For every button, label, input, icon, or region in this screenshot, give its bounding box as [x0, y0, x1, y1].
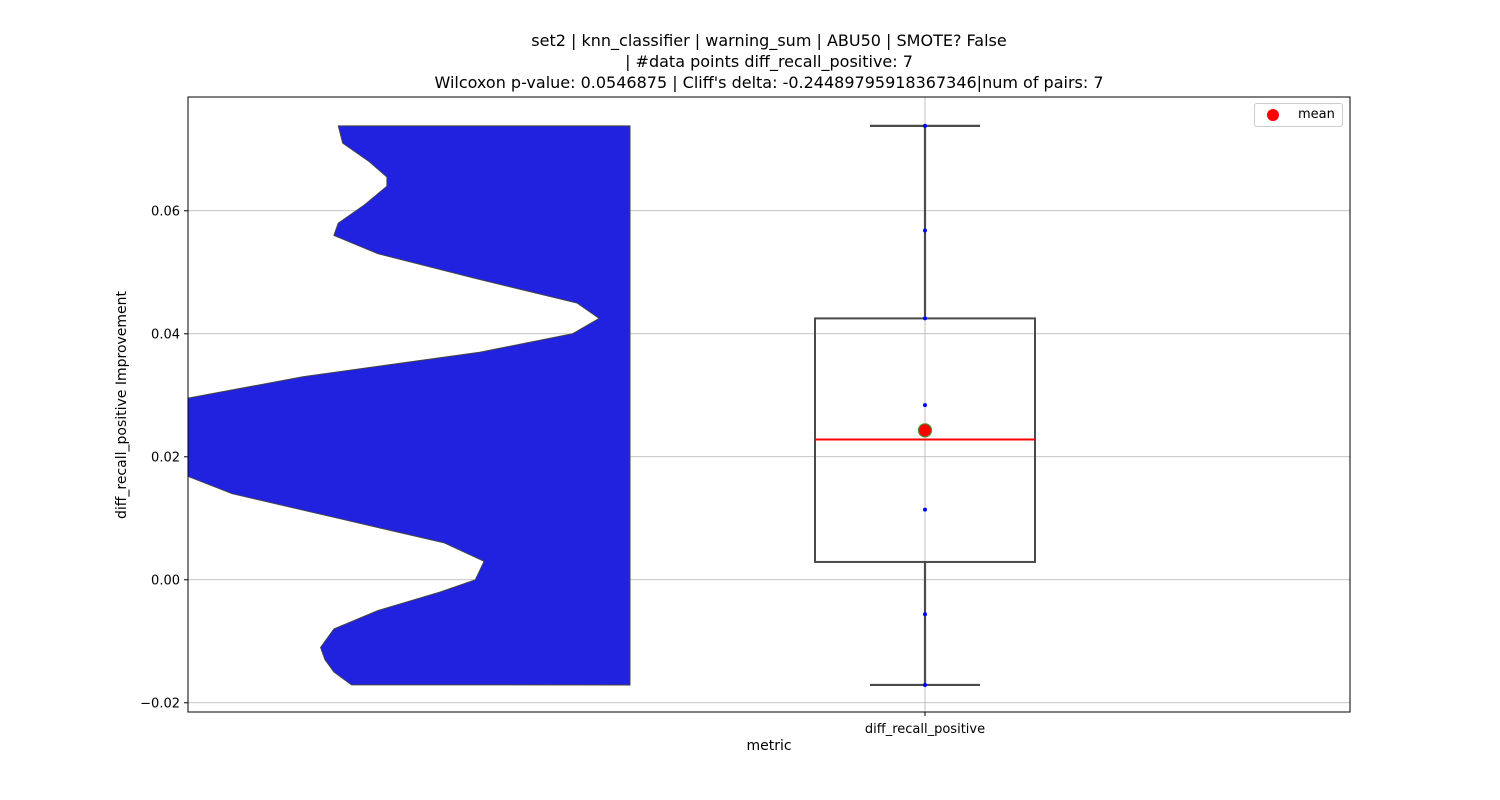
y-tick-label: 0.04 — [151, 327, 180, 342]
legend-mean-label: mean — [1298, 107, 1335, 122]
data-point — [923, 316, 927, 321]
y-tick-label: −0.02 — [140, 696, 180, 711]
y-tick-label: 0.02 — [151, 450, 180, 465]
data-point — [923, 228, 927, 233]
data-point — [923, 612, 927, 617]
y-tick-label: 0.00 — [151, 573, 180, 588]
data-point — [923, 403, 927, 408]
legend-mean-marker — [1267, 109, 1279, 121]
y-axis-label: diff_recall_positive Improvement — [114, 290, 130, 520]
chart-title-line-3: Wilcoxon p-value: 0.0546875 | Cliff's de… — [434, 73, 1104, 92]
data-point — [923, 123, 927, 128]
legend: mean — [1254, 103, 1343, 127]
x-tick-label: diff_recall_positive — [865, 722, 985, 737]
data-point — [923, 682, 927, 687]
chart-title-line-2: | #data points diff_recall_positive: 7 — [625, 52, 913, 71]
mean-marker — [917, 423, 933, 438]
x-axis-label: metric — [746, 738, 792, 754]
y-tick-label: 0.06 — [151, 204, 180, 219]
data-point — [923, 507, 927, 512]
violin-body — [188, 125, 631, 686]
plot-frame — [187, 96, 1351, 713]
chart-title-line-1: set2 | knn_classifier | warning_sum | AB… — [531, 31, 1007, 50]
